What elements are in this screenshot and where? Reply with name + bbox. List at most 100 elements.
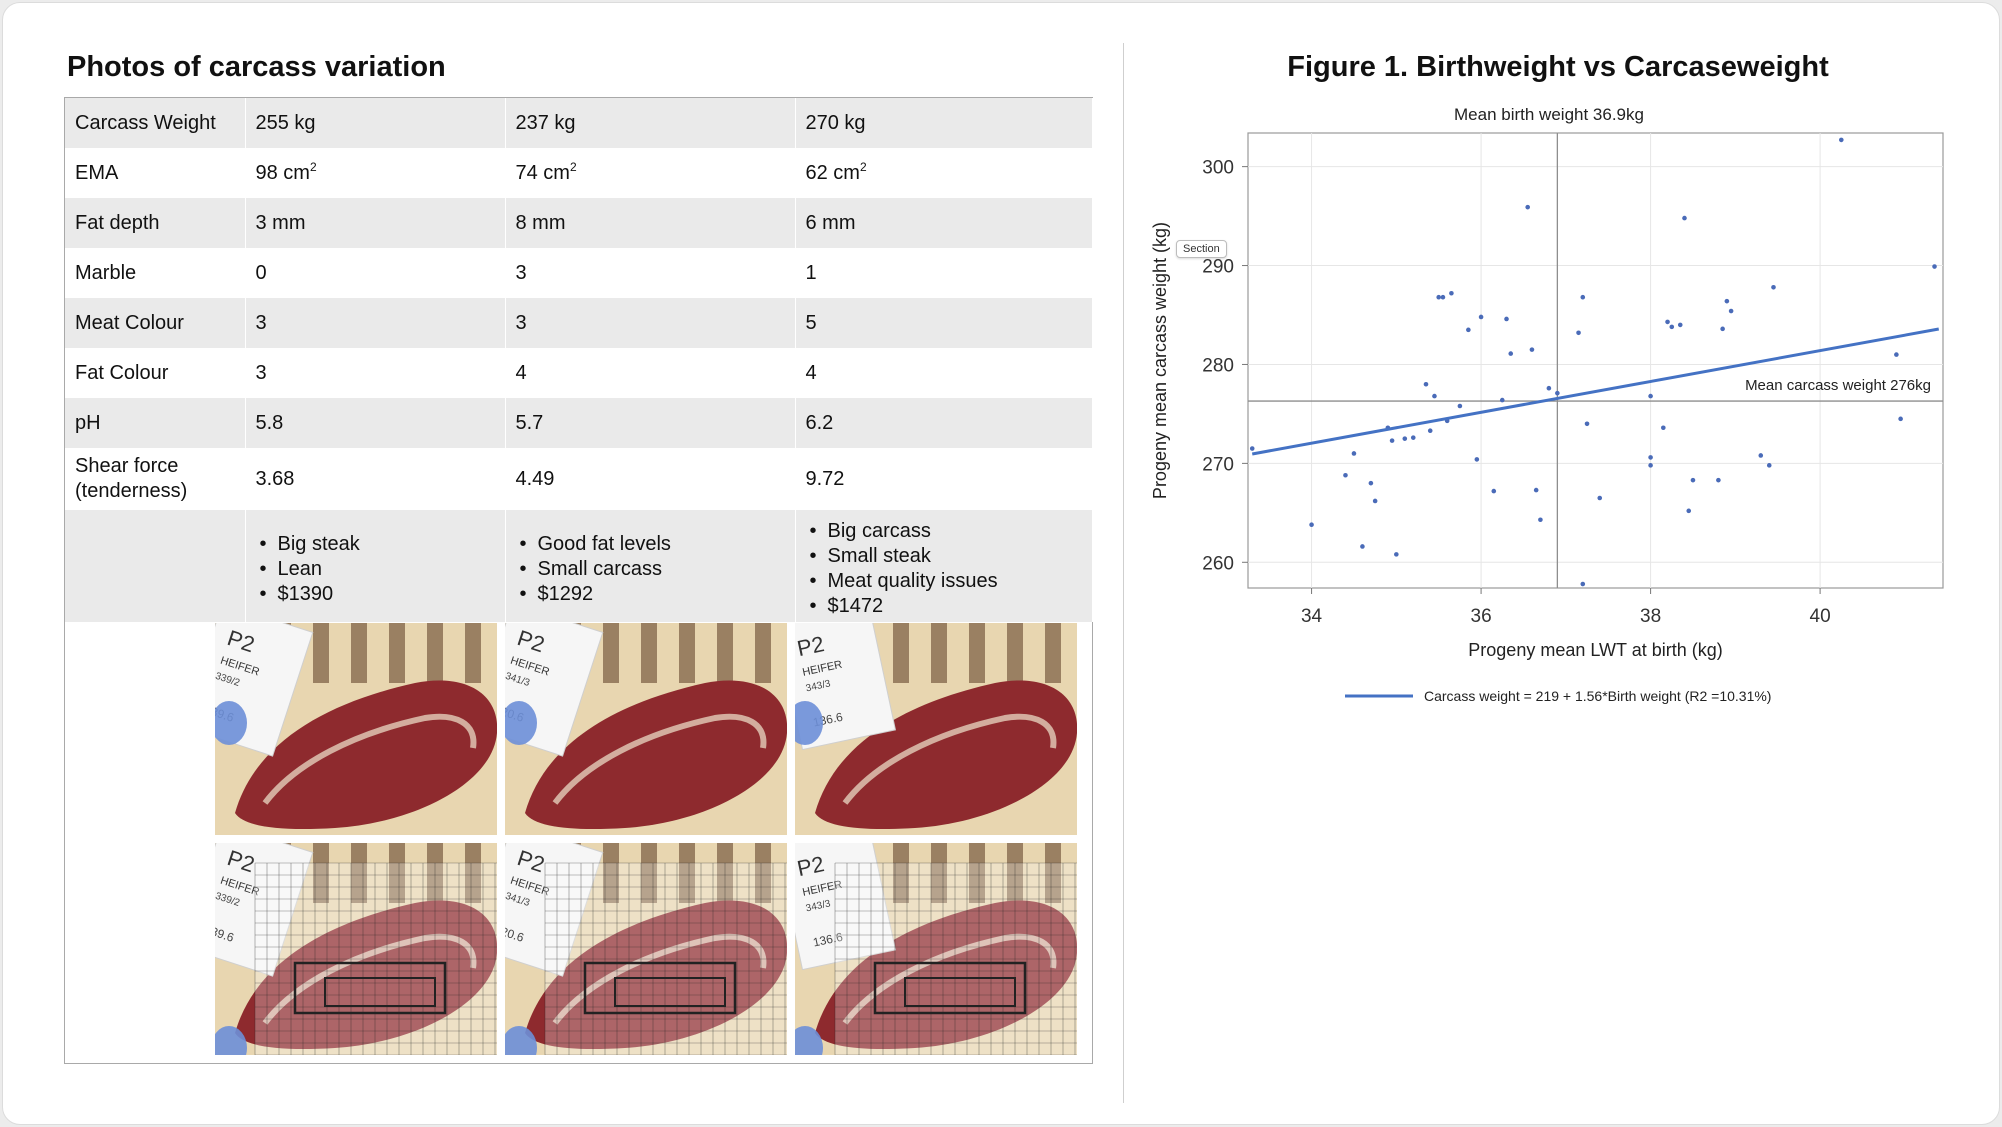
cell-value: 5.8 [245,398,506,448]
cell-value: 6 mm [795,198,1093,248]
row-label: pH [65,398,246,448]
data-point [1478,314,1484,320]
svg-text:136.6: 136.6 [812,930,845,950]
data-point [1410,435,1416,440]
data-point [1402,436,1408,441]
data-point [1758,453,1764,458]
mean-carcass-weight-label: Mean carcass weight 276kg [1745,377,1931,394]
table-row: Shear force (tenderness) 3.68 4.49 9.72 [65,448,1093,510]
list-item: Lean [260,557,505,582]
cell-value: 6.2 [795,398,1093,448]
cell-value: 3.68 [245,448,506,510]
data-point [1372,498,1378,504]
data-point [1449,290,1454,296]
carcass-table-panel: Carcass Weight 255 kg 237 kg 270 kg EMA … [64,97,1093,1064]
data-point [1932,264,1937,269]
x-tick-label: 40 [1810,606,1831,627]
y-tick-label: 260 [1202,553,1234,574]
data-point [1686,508,1692,514]
table-row: EMA 98 cm2 74 cm2 62 cm2 [65,148,1093,198]
cell-value: 74 cm2 [505,148,796,198]
list-item: $1292 [520,582,795,607]
data-point [1669,324,1675,330]
svg-text:P2: P2 [795,851,826,881]
data-point [1724,298,1730,304]
data-point [1457,403,1463,409]
data-point [1597,495,1603,501]
data-point [1508,351,1514,356]
cell-value: 3 mm [245,198,506,248]
cell-value: 9.72 [795,448,1093,510]
grid-overlay-photo: P2 HEIFER 341/3 120.6 [505,843,787,1055]
data-point [1427,428,1433,434]
data-point [1309,522,1314,527]
data-point [1648,393,1653,399]
data-point [1546,385,1552,391]
x-tick-label: 36 [1471,606,1492,627]
x-axis-label: Progeny mean LWT at birth (kg) [1468,640,1722,660]
panel-title: Photos of carcass variation [67,51,446,83]
row-label: Meat Colour [65,298,246,348]
data-point [1249,446,1255,451]
cell-value: 3 [245,348,506,398]
cell-value: 8 mm [505,198,796,248]
data-point [1665,319,1670,325]
cell-value: 255 kg [245,98,506,148]
cell-value: 3 [505,298,796,348]
figure-title: Figure 1. Birthweight vs Carcaseweight [1287,51,1829,83]
data-point [1533,487,1539,493]
data-point [1343,472,1348,478]
data-point [1682,215,1687,221]
y-tick-label: 290 [1202,257,1234,278]
y-tick-label: 300 [1202,158,1234,179]
table-row: Fat Colour 3 4 4 [65,348,1093,398]
table-row: Meat Colour 3 3 5 [65,298,1093,348]
data-point [1432,393,1437,399]
data-point [1504,316,1509,322]
data-point [1555,390,1560,396]
table-row: Marble 0 3 1 [65,248,1093,298]
list-item: $1390 [260,582,505,607]
notes-list: Big carcass Small steak Meat quality iss… [806,519,1092,619]
data-point [1499,397,1505,403]
y-axis-label: Progeny mean carcass weight (kg) [1150,222,1170,499]
cell-value: 3 [245,298,506,348]
notes-cell: Big steak Lean $1390 [245,510,506,622]
data-point [1766,463,1772,468]
row-label: Carcass Weight [65,98,246,148]
cell-value: 237 kg [505,98,796,148]
list-item: Big steak [260,532,505,557]
data-point [1838,137,1844,143]
table-row: Carcass Weight 255 kg 237 kg 270 kg [65,98,1093,148]
cell-value: 0 [245,248,506,298]
data-point [1394,552,1399,557]
data-point [1360,544,1365,549]
cell-value: 3 [505,248,796,298]
cell-value: 5.7 [505,398,796,448]
mean-birth-weight-label: Mean birth weight 36.9kg [1454,105,1644,124]
list-item: Small carcass [520,557,795,582]
y-tick-label: 280 [1202,355,1234,376]
row-label: EMA [65,148,246,198]
cell-value: 98 cm2 [245,148,506,198]
cell-value: 4.49 [505,448,796,510]
data-point [1648,463,1653,468]
section-tooltip: Section [1176,240,1227,258]
data-point [1466,327,1471,333]
row-label [65,510,246,622]
cell-value: 5 [795,298,1093,348]
data-point [1648,455,1653,460]
data-point [1474,457,1480,462]
row-label: Marble [65,248,246,298]
data-point [1525,204,1530,210]
notes-cell: Good fat levels Small carcass $1292 [505,510,796,622]
row-label: Shear force (tenderness) [65,448,246,510]
row-label: Fat Colour [65,348,246,398]
data-point [1771,285,1776,290]
scatter-chart: 34 36 38 40 260 270 280 290 300 Mean birth weight… [1150,105,1944,704]
data-point [1529,347,1535,352]
